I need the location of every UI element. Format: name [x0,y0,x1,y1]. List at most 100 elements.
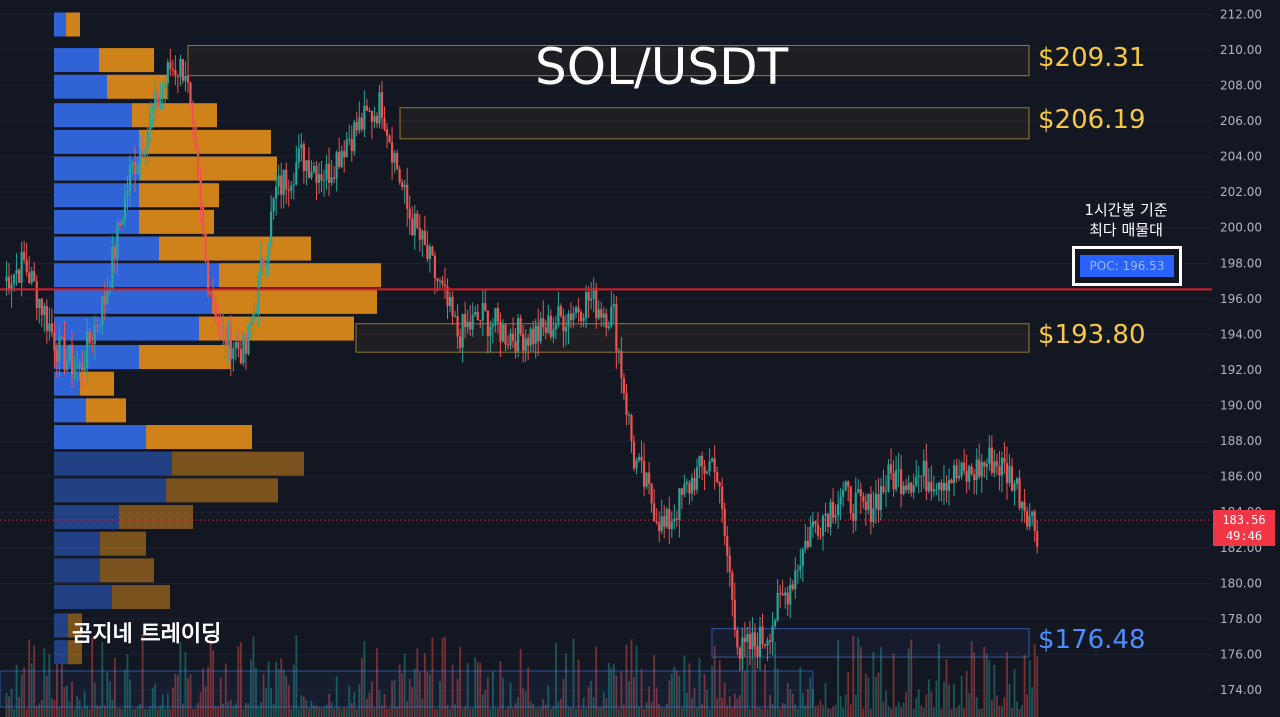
volume-bar [197,702,199,717]
volume-bar [396,706,399,717]
candle-body [330,177,333,183]
volume-bar [529,701,532,717]
candle-body [91,343,94,345]
volume-bar [345,708,348,717]
candle-body [542,318,545,328]
candle-body [63,337,66,371]
candle-body [872,508,875,523]
volume-bar [615,675,618,717]
candle-body [169,62,172,70]
volume-bar [960,675,963,717]
brand-watermark: 곰지네 트레이딩 [72,622,222,647]
volume-bar [313,705,315,717]
candle-body [252,313,255,323]
volume-bar [554,642,557,717]
candle-body [1018,478,1021,509]
candle-body [968,466,971,482]
candle-body [932,489,935,492]
profile-buy-bar [54,398,86,423]
candle-body [86,331,89,368]
candle-body [494,308,497,325]
candle-body [81,363,84,371]
volume-bar [653,654,656,717]
volume-bar [391,681,393,717]
volume-bar [585,708,588,717]
candle-body [678,488,681,520]
candle-body [642,460,646,487]
candle-body [562,315,565,332]
candle-body [544,327,547,333]
volume-bar [108,681,111,717]
price-zone [399,107,1030,140]
volume-bar [736,698,739,717]
volume-bar [126,653,129,717]
volume-bar [106,672,109,717]
candle-body [491,324,494,327]
axis-tick-label: 192.00 [1220,363,1262,377]
volume-bar [635,645,638,717]
candle-body [559,306,563,316]
volume-bar [532,703,535,717]
candle-body [38,298,41,308]
candle-body [522,333,525,351]
candle-body [128,165,132,191]
volume-bar [66,685,68,717]
volume-bar [20,674,23,717]
candle-body [7,276,11,291]
volume-bar [139,703,141,717]
candle-body [50,323,53,333]
candle-body [204,233,207,262]
volume-bar [290,708,293,717]
volume-bar [837,640,840,717]
profile-sell-bar [112,585,170,610]
volume-bar [275,661,278,717]
candle-body [325,164,328,180]
volume-bar [905,691,908,717]
volume-bar [824,682,827,717]
volume-bar [363,641,366,717]
volume-bar [560,698,562,717]
volume-bar [33,644,36,717]
candle-body [695,466,699,490]
candle-body [461,314,464,348]
volume-bar [343,707,346,717]
candle-body [864,501,867,510]
volume-bar [38,703,41,717]
volume-bar [1016,701,1018,717]
profile-sell-bar [159,236,311,261]
candle-body [635,460,638,469]
axis-tick-label: 212.00 [1220,7,1262,21]
volume-bar [990,699,993,717]
volume-bar [844,694,847,717]
volume-bar [940,708,943,717]
candle-body [171,69,174,71]
volume-bar [678,675,681,717]
candle-body [524,338,527,351]
candle-body [242,332,245,364]
profile-buy-bar [54,74,107,99]
candle-body [506,344,510,346]
profile-buy-bar [54,129,139,154]
volume-bar [784,704,787,717]
candle-body [663,516,666,527]
volume-bar [194,708,197,717]
volume-bar [358,684,361,717]
volume-bar [771,703,774,717]
candle-body [53,332,56,351]
volume-bar [497,708,499,717]
volume-bar [297,708,300,717]
candle-body [915,476,918,486]
candle-body [874,493,878,509]
volume-bar [743,671,746,717]
volume-bar [910,639,913,717]
candle-body [28,272,31,283]
axis-tick-label: 208.00 [1220,78,1262,92]
candle-body [421,231,424,240]
volume-bar [491,671,494,717]
volume-bar [340,708,343,717]
volume-bar [917,689,920,717]
candle-body [1008,466,1011,483]
candle-body [882,486,885,492]
candle-body [55,350,59,362]
